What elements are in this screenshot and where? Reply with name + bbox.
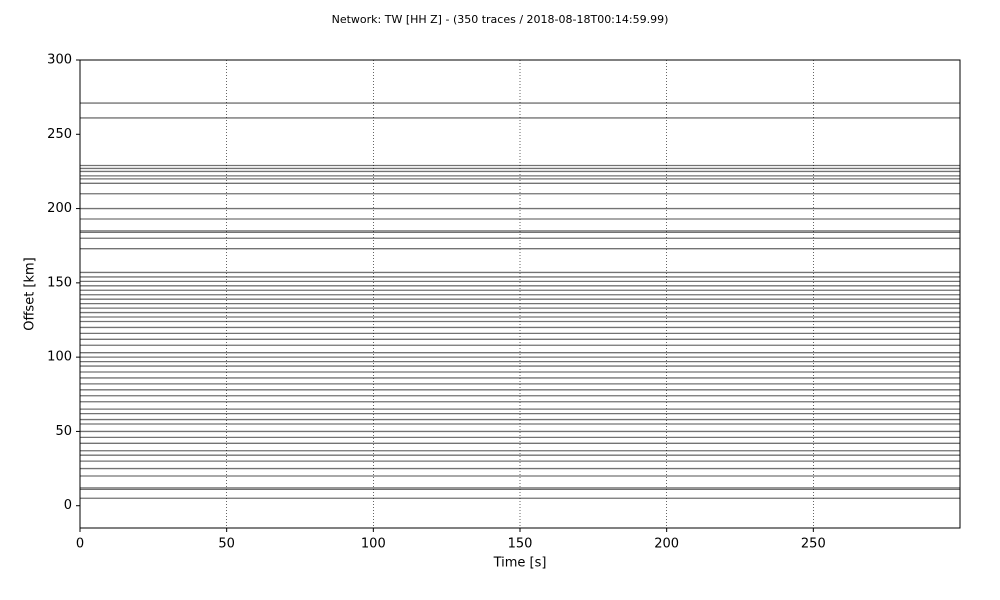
y-axis-label: Offset [km] <box>23 257 38 331</box>
x-axis-label: Time [s] <box>493 556 547 571</box>
y-tick-label: 250 <box>47 127 72 142</box>
y-tick-label: 200 <box>47 201 72 216</box>
chart-title: Network: TW [HH Z] - (350 traces / 2018-… <box>332 13 669 26</box>
plot-frame <box>79 59 961 529</box>
y-tick-label: 0 <box>64 498 72 513</box>
x-tick-label: 200 <box>654 537 679 552</box>
y-tick-label: 100 <box>47 350 72 365</box>
y-tick-label: 300 <box>47 53 72 68</box>
x-tick-label: 100 <box>361 537 386 552</box>
x-tick-label: 150 <box>508 537 533 552</box>
y-tick-label: 150 <box>47 275 72 290</box>
x-tick-label: 0 <box>76 537 84 552</box>
x-tick-label: 250 <box>801 537 826 552</box>
y-tick-label: 50 <box>55 424 72 439</box>
x-tick-label: 50 <box>218 537 235 552</box>
